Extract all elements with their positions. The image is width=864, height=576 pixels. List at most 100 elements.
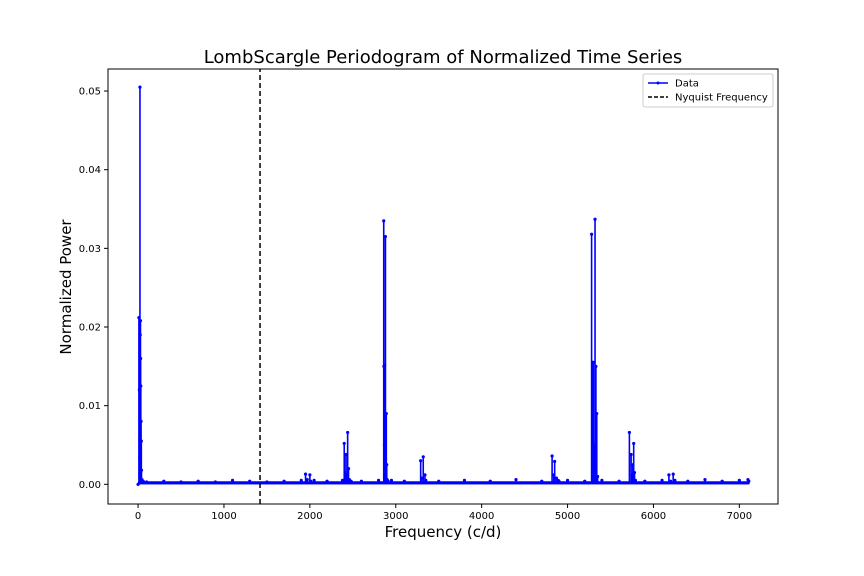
data-point [325,479,329,483]
data-point [213,480,217,484]
x-tick-label: 7000 [727,511,752,522]
data-point [137,315,141,320]
data-point [139,439,143,443]
data-point [419,459,423,463]
data-point [343,470,347,475]
x-tick-label: 4000 [469,511,494,522]
data-point [703,478,707,482]
data-point [423,473,427,477]
data-point [627,430,632,435]
data-point [376,478,381,482]
data-point [686,479,690,483]
data-point [600,478,604,482]
data-point [617,479,621,483]
data-point [359,479,363,483]
legend-data-label: Data [675,79,699,90]
data-point [342,441,346,446]
y-tick-label: 0.00 [79,480,101,491]
data-point [557,479,561,483]
data-point [402,479,406,483]
y-tick-label: 0.04 [79,165,101,176]
data-point [514,478,518,482]
data-point [136,482,140,486]
data-point [139,468,144,472]
x-tick-label: 3000 [383,511,408,522]
data-point [303,472,308,476]
data-point [553,459,557,464]
data-point [660,478,664,482]
y-tick-label: 0.05 [79,87,101,98]
data-point [737,478,741,482]
plot-area [136,69,751,504]
data-point [667,473,671,477]
data-point [462,478,467,482]
data-point [384,411,388,416]
data-point [671,472,675,476]
data-point [720,479,724,483]
data-point [583,479,587,483]
legend-nyquist-label: Nyquist Frequency [675,93,768,104]
x-axis-label: Frequency (c/d) [385,523,502,541]
data-point [139,384,143,388]
y-tick-label: 0.02 [79,323,101,334]
data-point [590,232,594,236]
data-point [385,463,389,467]
data-point [383,451,387,455]
data-point [312,478,316,482]
data-point [196,479,200,483]
data-point [349,479,353,483]
data-point [179,480,183,484]
x-tick-label: 6000 [641,511,666,522]
data-point [139,356,143,361]
data-point [540,479,544,483]
data-point [141,479,145,483]
data-point [345,473,349,477]
data-point [594,364,598,368]
data-point [591,360,595,365]
legend-box [642,73,774,108]
data-point [631,463,635,467]
y-axis-label: Normalized Power [57,219,75,355]
data-point [138,319,143,323]
axes-frame [107,68,779,505]
data-point [592,444,596,449]
data-point [488,479,492,483]
data-point [248,479,252,483]
data-point [265,480,269,484]
data-point [138,455,142,459]
data-point [299,478,303,482]
chart-title: LombScargle Periodogram of Normalized Ti… [204,47,683,68]
data-point [305,478,309,482]
data-point [138,333,142,337]
y-axis: 0.00 0.01 0.02 0.03 0.04 0.05 [79,87,108,491]
legend-data-marker [656,81,660,85]
data-point [382,219,386,223]
data-point [633,478,638,482]
data-point [554,476,558,480]
data-point [383,234,388,239]
data-point [421,455,425,459]
data-point [591,441,595,446]
data-point [437,479,441,483]
data-point [145,480,149,484]
data-point [630,473,634,477]
data-point [673,478,677,482]
data-point [629,452,633,457]
data-point [565,478,570,482]
data-point [382,443,387,447]
data-point [344,452,348,457]
data-point [747,479,751,483]
data-point [139,419,143,424]
data-point [552,473,556,477]
data-point [632,441,636,446]
data-point [632,470,637,475]
data-point [309,479,313,483]
data-point [593,217,597,221]
x-tick-label: 5000 [555,511,580,522]
y-tick-label: 0.01 [79,401,101,412]
data-point [386,479,390,483]
data-point [230,478,235,482]
data-point [550,454,554,458]
data-point [346,430,350,435]
